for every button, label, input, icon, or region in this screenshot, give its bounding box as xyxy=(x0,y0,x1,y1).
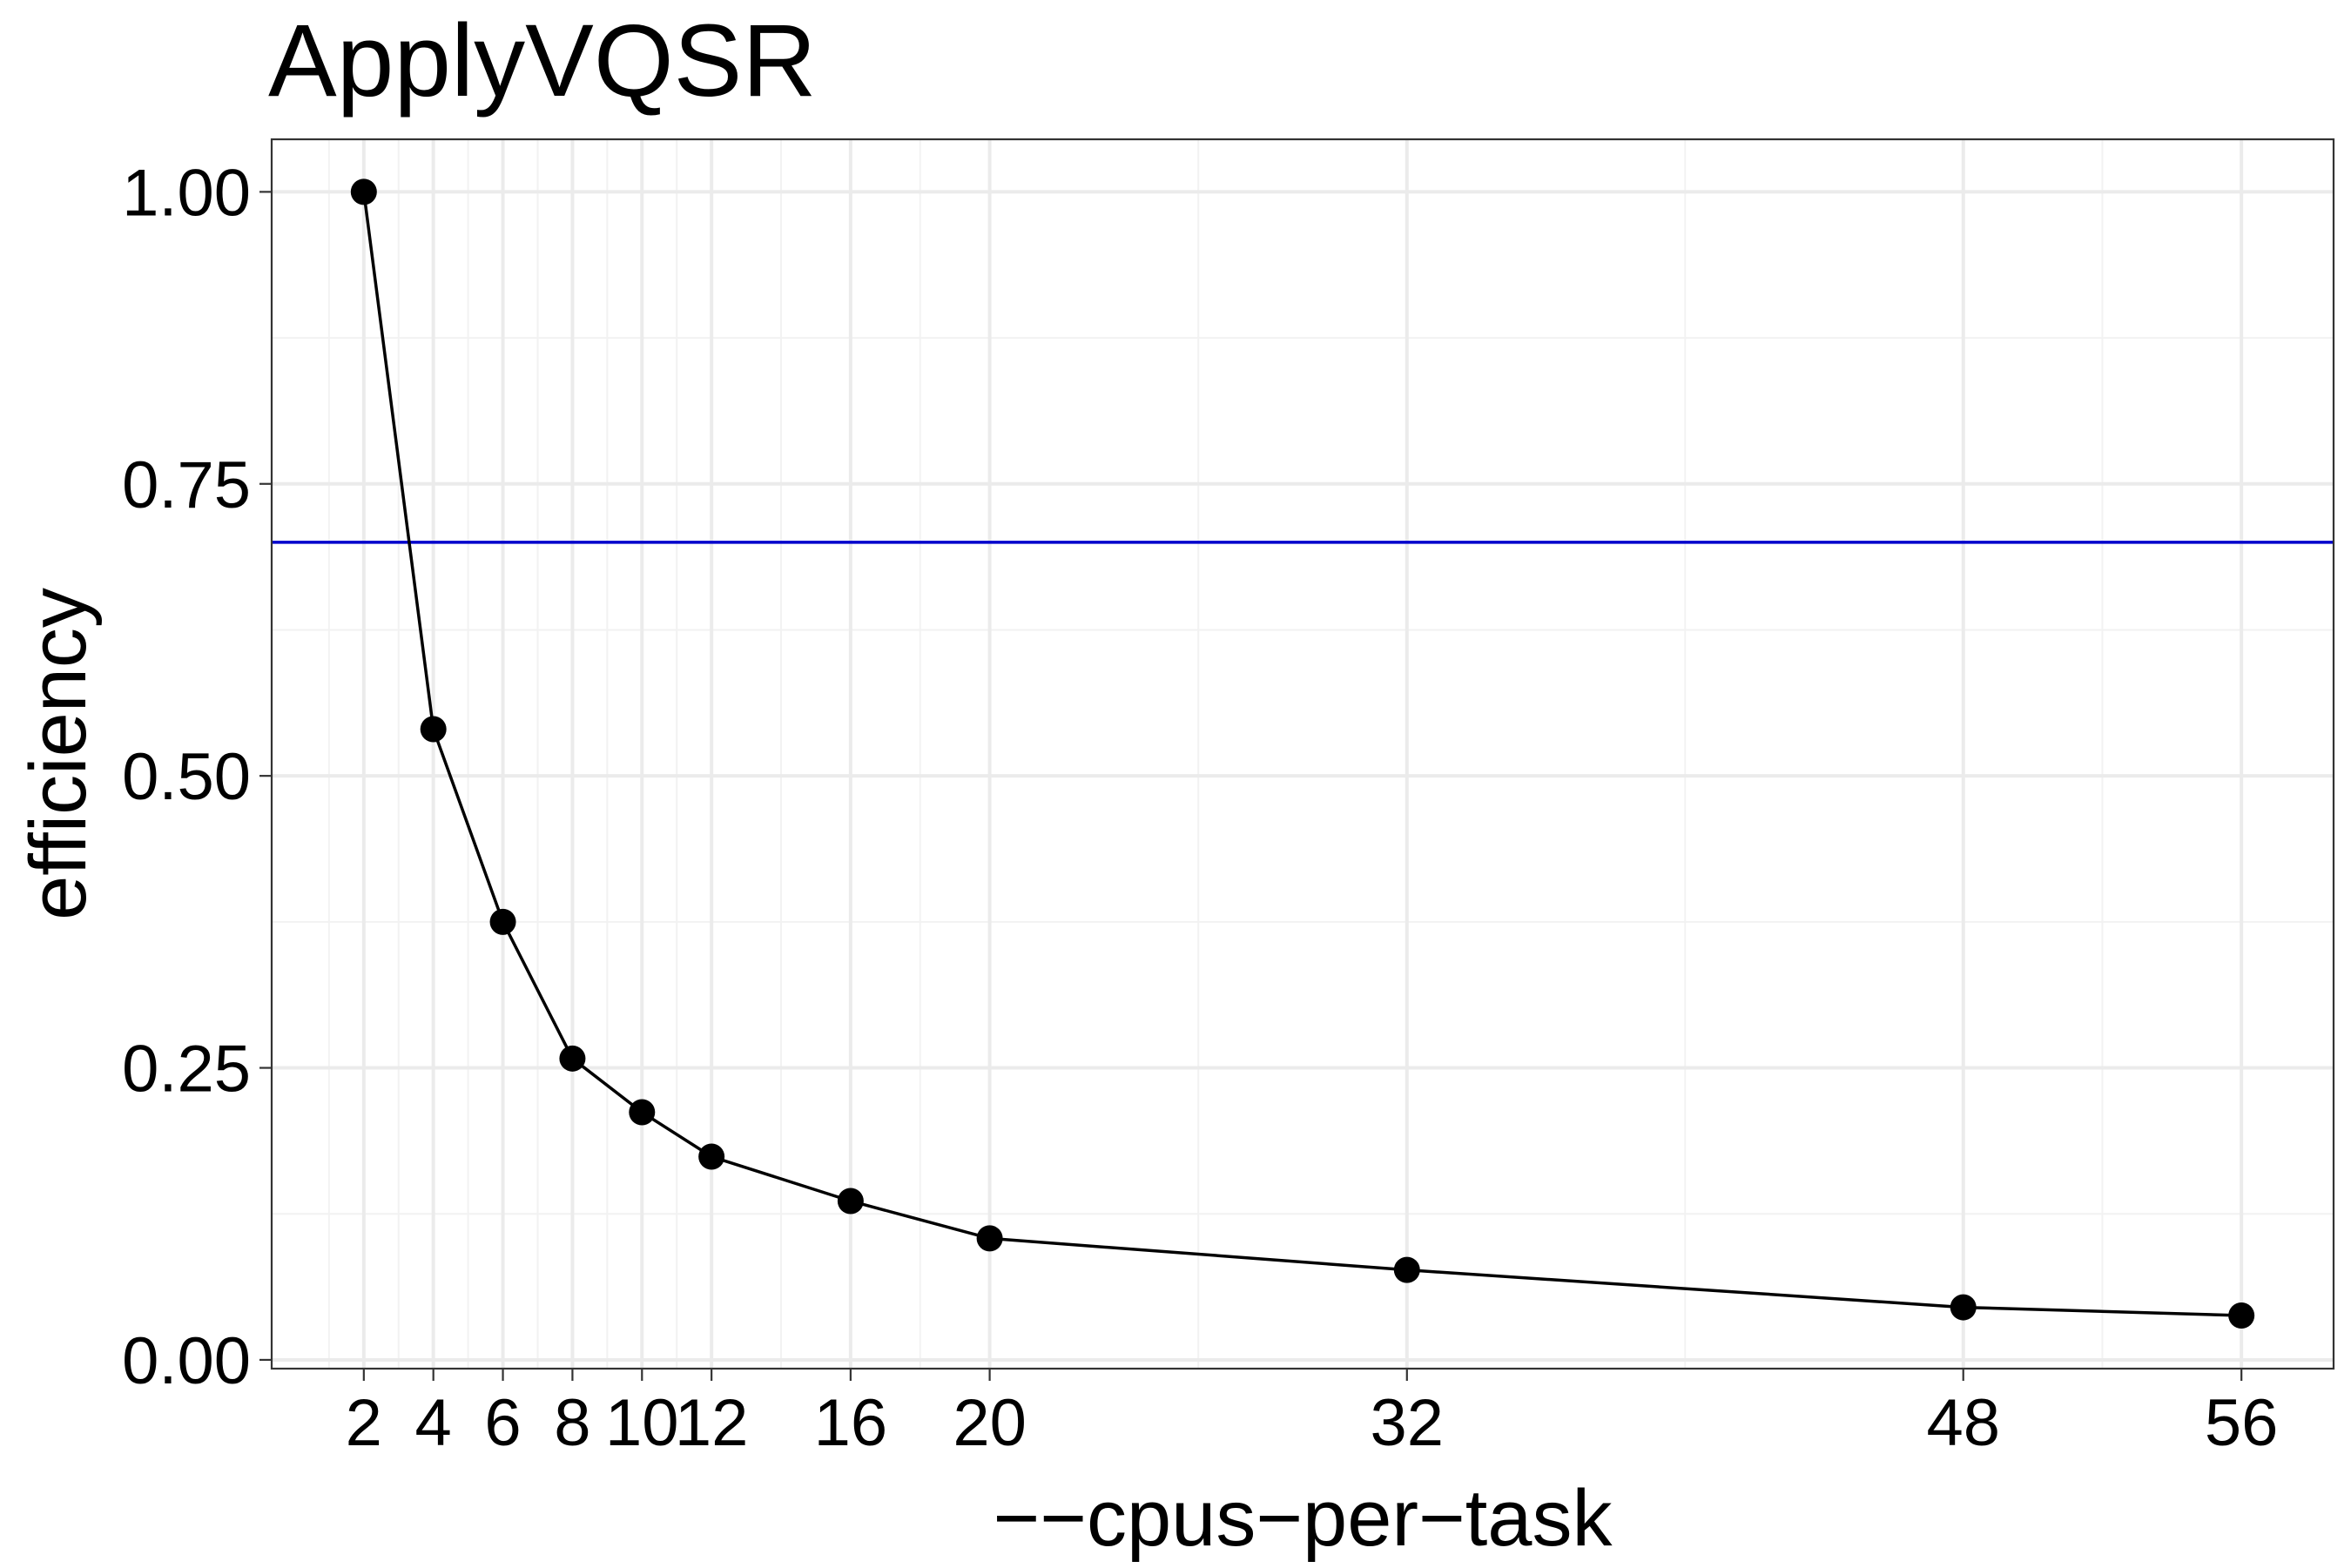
chart-title: ApplyVQSR xyxy=(268,3,817,118)
x-tick-label: 2 xyxy=(346,1386,382,1460)
data-point xyxy=(2228,1302,2255,1329)
data-point xyxy=(629,1099,656,1126)
major-gridlines xyxy=(272,139,2334,1369)
x-axis-title: −−cpus−per−task xyxy=(994,1474,1613,1563)
y-tick-labels: 0.00 0.25 0.50 0.75 1.00 xyxy=(122,156,251,1398)
y-axis-title: efficiency xyxy=(14,588,103,920)
y-tick-label: 0.50 xyxy=(122,740,251,814)
data-point xyxy=(698,1143,725,1170)
x-tick-label: 16 xyxy=(814,1386,888,1460)
x-tick-label: 6 xyxy=(484,1386,521,1460)
y-tick-label: 1.00 xyxy=(122,156,251,230)
data-point xyxy=(1950,1294,1977,1321)
data-point xyxy=(976,1225,1003,1252)
x-tick-label: 20 xyxy=(953,1386,1027,1460)
data-point xyxy=(489,908,516,935)
x-tick-label: 48 xyxy=(1926,1386,2000,1460)
x-tick-label: 32 xyxy=(1371,1386,1445,1460)
y-tick-label: 0.00 xyxy=(122,1324,251,1398)
panel-border xyxy=(270,138,2335,1370)
data-point xyxy=(350,178,377,205)
y-tick-label: 0.75 xyxy=(122,448,251,522)
minor-gridlines xyxy=(272,139,2334,1369)
x-tick-label: 56 xyxy=(2205,1386,2279,1460)
x-tick-label: 12 xyxy=(675,1386,749,1460)
x-tick-label: 8 xyxy=(554,1386,590,1460)
y-tick-label: 0.25 xyxy=(122,1033,251,1107)
data-point xyxy=(559,1045,586,1072)
data-point xyxy=(420,716,447,743)
x-tick-label: 4 xyxy=(415,1386,452,1460)
series-group xyxy=(350,178,2255,1329)
series-line xyxy=(362,192,2242,1317)
axis-ticks xyxy=(259,191,2243,1381)
data-point xyxy=(1393,1256,1420,1283)
data-point xyxy=(837,1188,864,1215)
x-tick-label: 10 xyxy=(605,1386,679,1460)
